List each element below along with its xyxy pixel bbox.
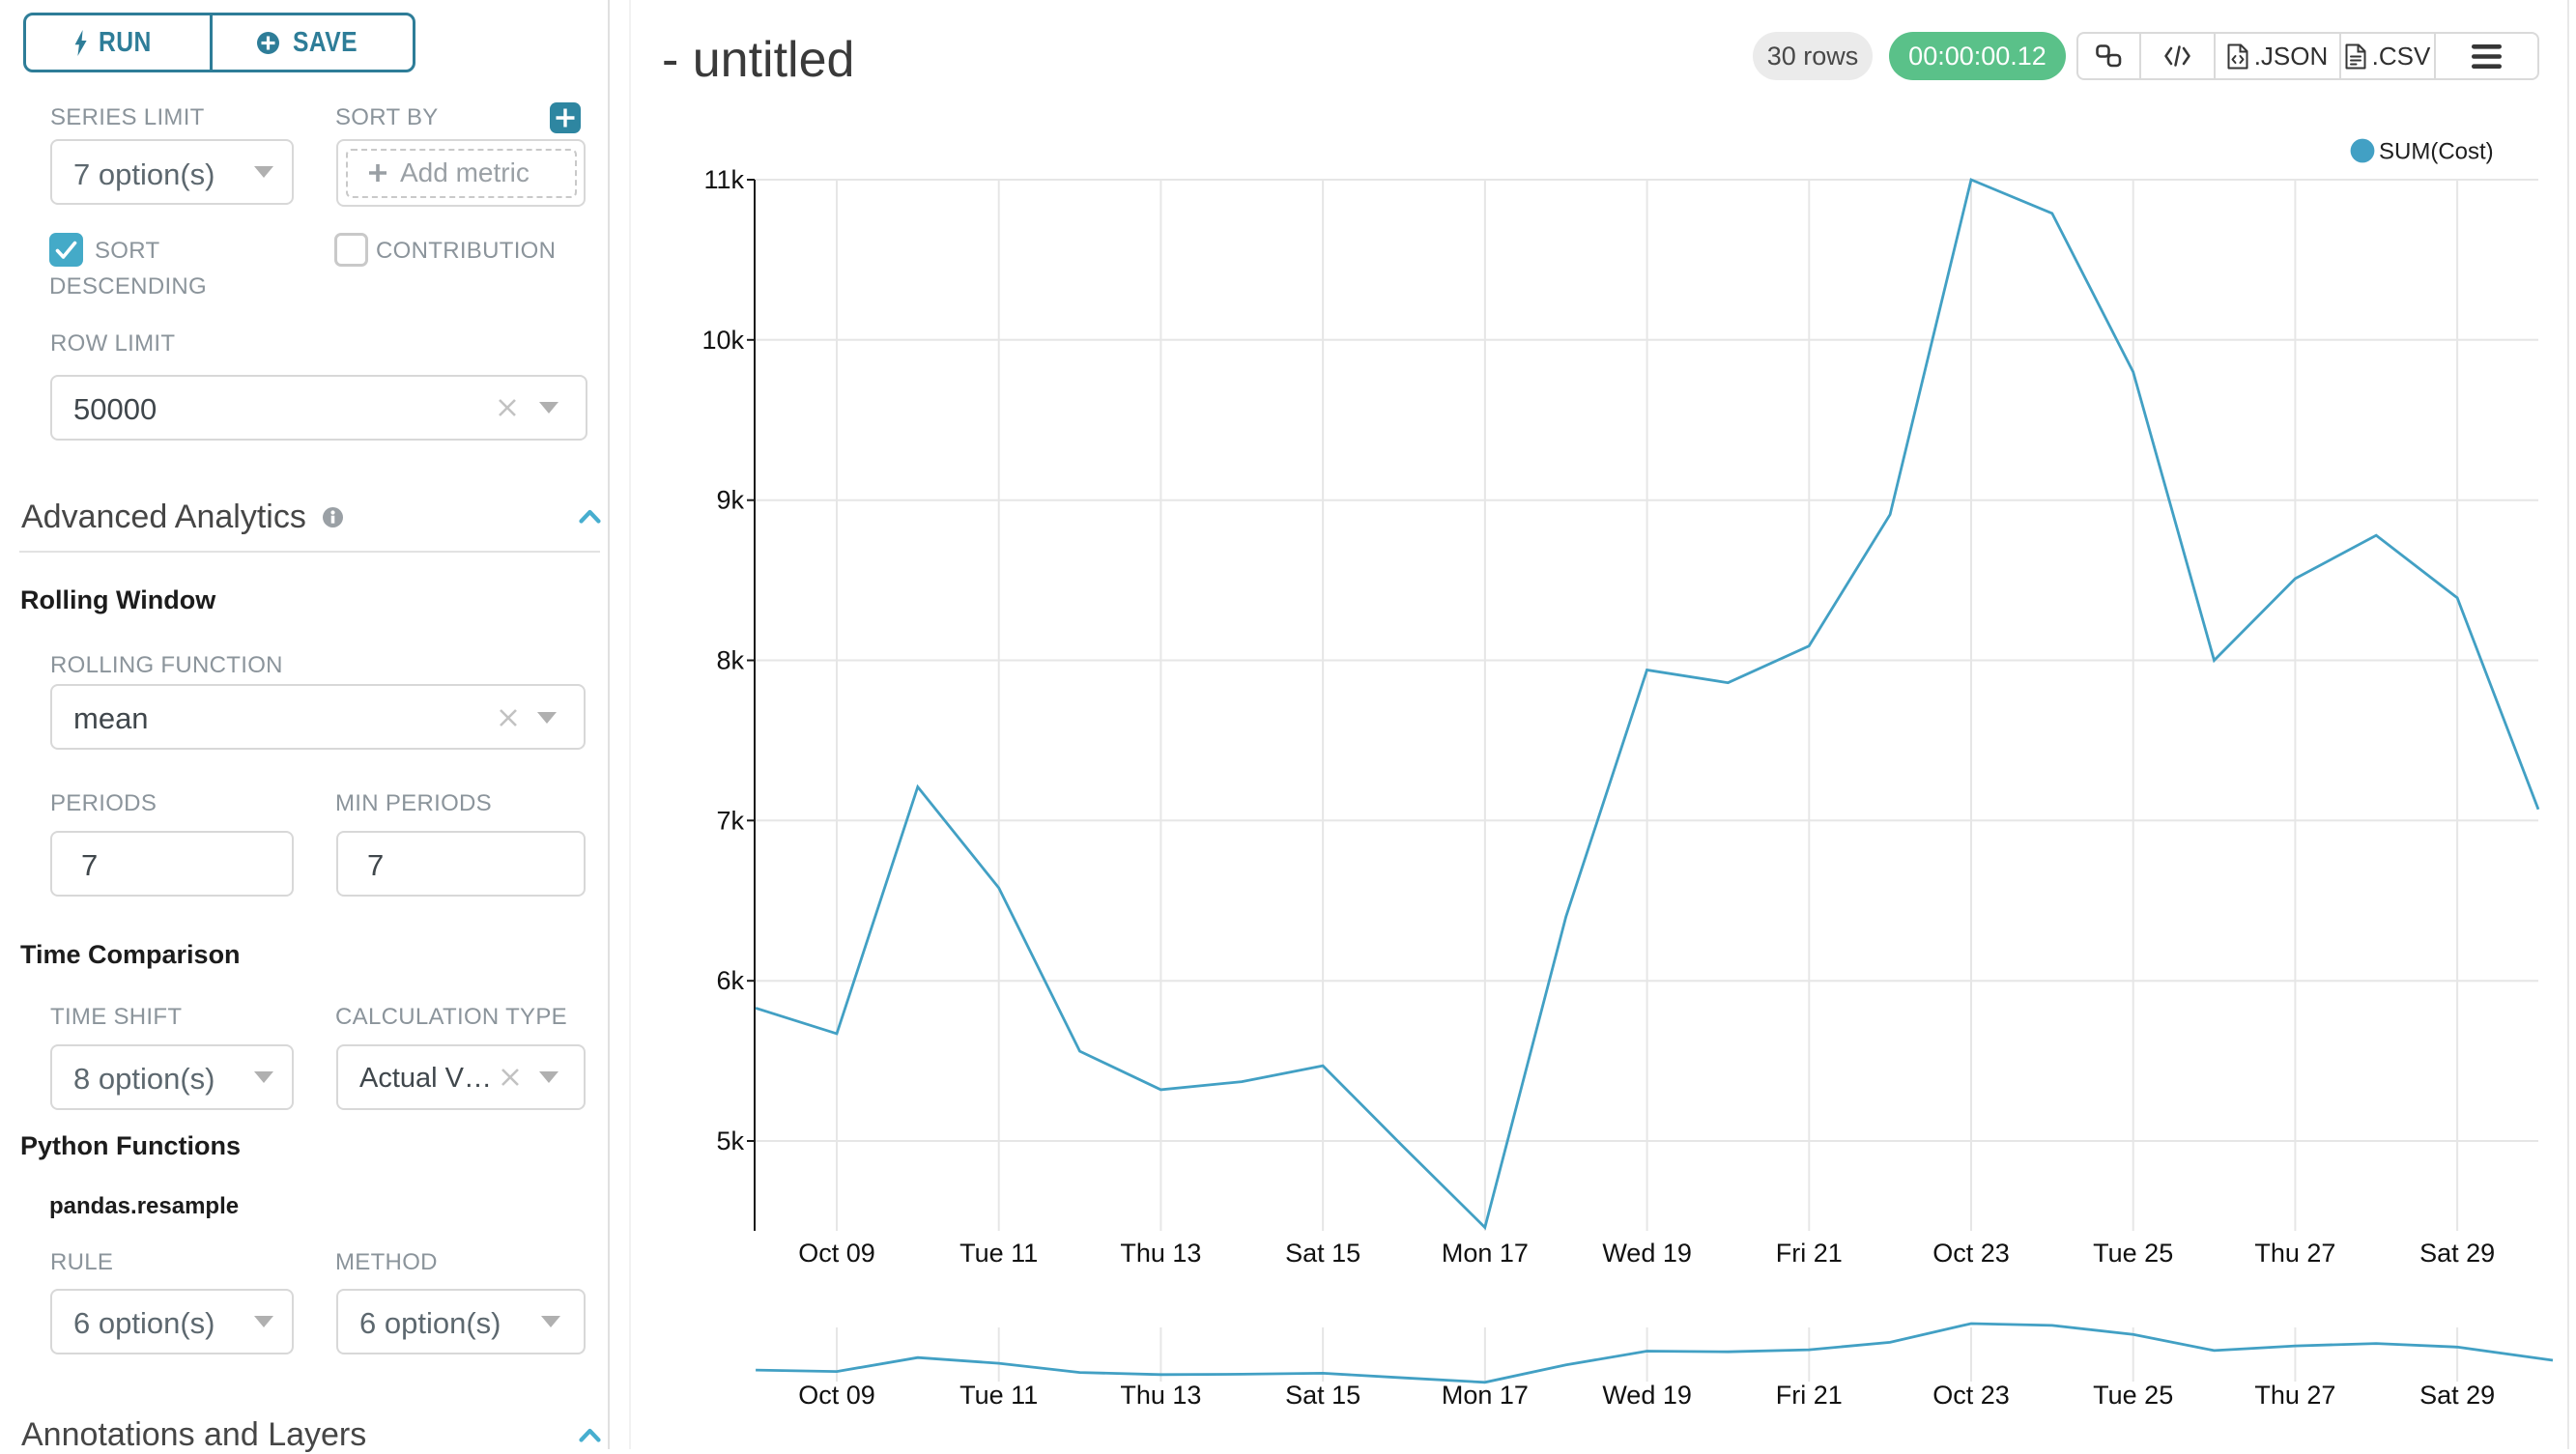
svg-text:Oct 09: Oct 09	[798, 1381, 875, 1410]
svg-text:Mon 17: Mon 17	[1442, 1239, 1529, 1268]
svg-text:Thu 27: Thu 27	[2254, 1239, 2335, 1268]
svg-text:Thu 27: Thu 27	[2254, 1381, 2335, 1410]
svg-text:6k: 6k	[716, 966, 744, 995]
svg-text:Sat 15: Sat 15	[1285, 1381, 1360, 1410]
svg-text:SUM(Cost): SUM(Cost)	[2379, 139, 2494, 165]
svg-text:Oct 09: Oct 09	[798, 1239, 875, 1268]
svg-text:9k: 9k	[716, 486, 744, 515]
svg-text:Tue 25: Tue 25	[2093, 1381, 2173, 1410]
svg-text:Oct 23: Oct 23	[1932, 1381, 2010, 1410]
svg-text:10k: 10k	[701, 326, 744, 355]
svg-text:Tue 25: Tue 25	[2093, 1239, 2173, 1268]
svg-text:8k: 8k	[716, 646, 744, 675]
svg-text:Fri 21: Fri 21	[1776, 1239, 1843, 1268]
svg-text:Sat 29: Sat 29	[2419, 1381, 2495, 1410]
svg-text:11k: 11k	[703, 165, 744, 194]
svg-text:Fri 21: Fri 21	[1776, 1381, 1843, 1410]
svg-text:Sat 29: Sat 29	[2419, 1239, 2495, 1268]
svg-text:Wed 19: Wed 19	[1602, 1239, 1692, 1268]
svg-text:Sat 15: Sat 15	[1285, 1239, 1360, 1268]
svg-text:5k: 5k	[716, 1126, 744, 1155]
svg-text:Oct 23: Oct 23	[1932, 1239, 2010, 1268]
svg-text:Tue 11: Tue 11	[959, 1239, 1038, 1268]
svg-text:Thu 13: Thu 13	[1120, 1239, 1201, 1268]
svg-text:7k: 7k	[716, 806, 744, 835]
svg-text:Thu 13: Thu 13	[1120, 1381, 1201, 1410]
svg-text:Mon 17: Mon 17	[1442, 1381, 1529, 1410]
svg-text:Tue 11: Tue 11	[959, 1381, 1038, 1410]
svg-text:Wed 19: Wed 19	[1602, 1381, 1692, 1410]
